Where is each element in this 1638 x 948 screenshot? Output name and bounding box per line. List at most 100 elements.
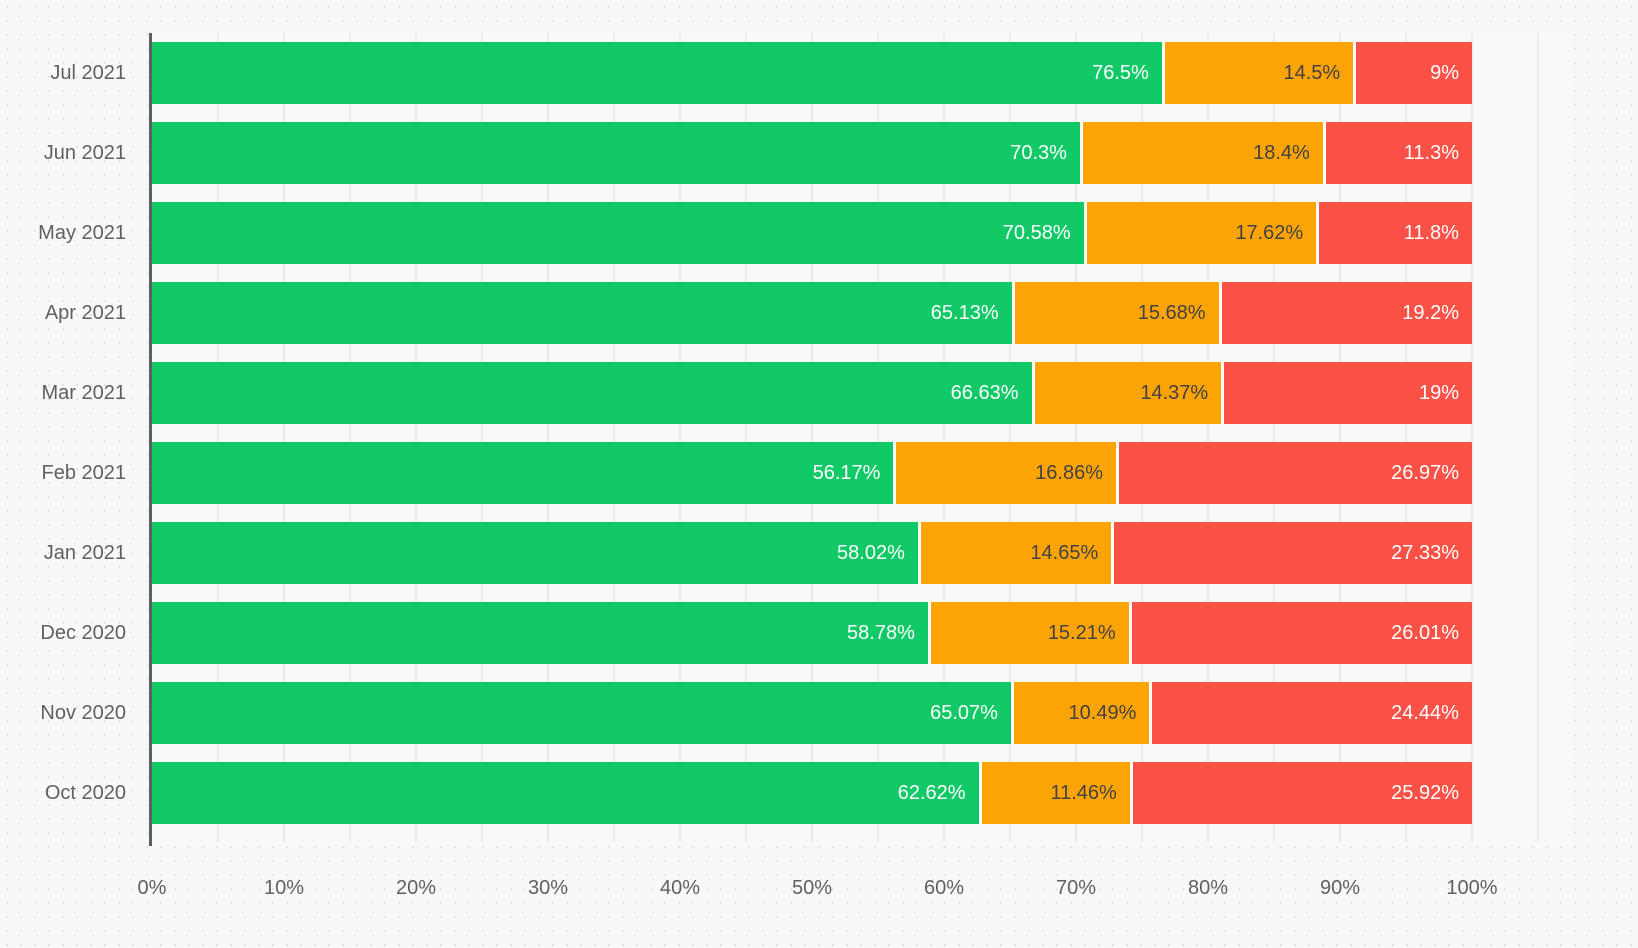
- x-axis-tick-label: 40%: [659, 877, 701, 899]
- green-segment[interactable]: 65.13%: [152, 282, 1012, 344]
- segment-value-label: 62.62%: [897, 781, 966, 804]
- segment-value-label: 11.3%: [1403, 141, 1459, 164]
- bar-row: Oct 2020 62.62% 11.46% 25.92%: [0, 762, 1638, 824]
- segment-value-label: 19.2%: [1402, 301, 1459, 324]
- orange-segment[interactable]: 15.21%: [927, 602, 1129, 664]
- gridline: [745, 33, 747, 842]
- stacked-bar: 66.63% 14.37% 19%: [152, 362, 1472, 424]
- x-axis-tick-label: 90%: [1319, 877, 1361, 899]
- segment-value-label: 70.58%: [1002, 221, 1071, 244]
- gridline: [481, 33, 483, 842]
- x-axis-tick-label: 20%: [395, 877, 437, 899]
- green-segment[interactable]: 56.17%: [152, 442, 894, 504]
- orange-segment[interactable]: 18.4%: [1079, 122, 1323, 184]
- gridline: [547, 33, 549, 842]
- x-axis-tick-label: 80%: [1187, 877, 1229, 899]
- red-segment[interactable]: 27.33%: [1111, 522, 1472, 584]
- red-segment[interactable]: 26.01%: [1128, 602, 1472, 664]
- orange-segment[interactable]: 16.86%: [893, 442, 1116, 504]
- green-segment[interactable]: 70.3%: [152, 122, 1080, 184]
- gridline: [1339, 33, 1341, 842]
- segment-value-label: 58.78%: [847, 621, 915, 644]
- segment-value-label: 11.46%: [1050, 781, 1117, 804]
- gridline: [415, 33, 417, 842]
- stacked-bar: 70.3% 18.4% 11.3%: [152, 122, 1472, 184]
- segment-value-label: 26.01%: [1391, 621, 1459, 644]
- segment-value-label: 15.21%: [1047, 621, 1116, 644]
- green-segment[interactable]: 62.62%: [152, 762, 979, 824]
- gridline: [349, 33, 351, 842]
- green-segment[interactable]: 76.5%: [152, 42, 1162, 104]
- stacked-bar: 58.02% 14.65% 27.33%: [152, 522, 1472, 584]
- green-segment[interactable]: 70.58%: [152, 202, 1084, 264]
- gridline: [1141, 33, 1143, 842]
- orange-segment[interactable]: 15.68%: [1011, 282, 1219, 344]
- bar-row: Feb 2021 56.17% 16.86% 26.97%: [0, 442, 1638, 504]
- x-axis-tick-label: 70%: [1055, 877, 1097, 899]
- stacked-bar: 76.5% 14.5% 9%: [152, 42, 1472, 104]
- orange-segment[interactable]: 14.65%: [917, 522, 1112, 584]
- gridline: [679, 33, 681, 842]
- segment-value-label: 66.63%: [950, 381, 1019, 404]
- category-label: Feb 2021: [41, 462, 126, 484]
- segment-value-label: 25.92%: [1391, 781, 1459, 804]
- gridline: [811, 33, 813, 842]
- category-label: Oct 2020: [44, 782, 126, 804]
- segment-value-label: 17.62%: [1235, 221, 1304, 244]
- x-axis-tick-label: 10%: [263, 877, 305, 899]
- gridline: [1405, 33, 1407, 842]
- orange-segment[interactable]: 17.62%: [1083, 202, 1317, 264]
- orange-segment[interactable]: 11.46%: [978, 762, 1130, 824]
- bar-row: Mar 2021 66.63% 14.37% 19%: [0, 362, 1638, 424]
- category-label: Nov 2020: [40, 702, 126, 724]
- stacked-bar: 58.78% 15.21% 26.01%: [152, 602, 1472, 664]
- red-segment[interactable]: 25.92%: [1129, 762, 1472, 824]
- segment-value-label: 14.37%: [1140, 381, 1209, 404]
- x-axis-tick-label: 0%: [137, 877, 167, 899]
- gridline: [1207, 33, 1209, 842]
- segment-value-label: 65.07%: [930, 701, 998, 724]
- y-axis-line: [149, 33, 152, 846]
- orange-segment[interactable]: 14.5%: [1161, 42, 1354, 104]
- gridline: [1471, 33, 1473, 842]
- segment-value-label: 19%: [1418, 381, 1459, 404]
- bar-row: Jan 2021 58.02% 14.65% 27.33%: [0, 522, 1638, 584]
- segment-value-label: 9%: [1430, 61, 1459, 84]
- red-segment[interactable]: 9%: [1353, 42, 1472, 104]
- red-segment[interactable]: 24.44%: [1149, 682, 1472, 744]
- gridline: [943, 33, 945, 842]
- segment-value-label: 65.13%: [930, 301, 999, 324]
- gridline: [613, 33, 615, 842]
- gridline: [1075, 33, 1077, 842]
- green-segment[interactable]: 58.02%: [152, 522, 918, 584]
- red-segment[interactable]: 26.97%: [1115, 442, 1472, 504]
- segment-value-label: 18.4%: [1253, 141, 1310, 164]
- green-segment[interactable]: 65.07%: [152, 682, 1011, 744]
- gridline: [1537, 33, 1539, 842]
- red-segment[interactable]: 11.3%: [1322, 122, 1472, 184]
- stacked-bar: 65.13% 15.68% 19.2%: [152, 282, 1472, 344]
- segment-value-label: 76.5%: [1092, 61, 1149, 84]
- green-segment[interactable]: 58.78%: [152, 602, 928, 664]
- segment-value-label: 15.68%: [1137, 301, 1206, 324]
- red-segment[interactable]: 19.2%: [1218, 282, 1472, 344]
- segment-value-label: 56.17%: [812, 461, 881, 484]
- category-label: Apr 2021: [44, 302, 126, 324]
- segment-value-label: 27.33%: [1391, 541, 1459, 564]
- stacked-bar: 56.17% 16.86% 26.97%: [152, 442, 1472, 504]
- segment-value-label: 14.65%: [1030, 541, 1099, 564]
- gridline: [217, 33, 219, 842]
- red-segment[interactable]: 11.8%: [1316, 202, 1472, 264]
- segment-value-label: 58.02%: [837, 541, 905, 564]
- bar-row: Apr 2021 65.13% 15.68% 19.2%: [0, 282, 1638, 344]
- orange-segment[interactable]: 10.49%: [1010, 682, 1150, 744]
- category-label: Mar 2021: [41, 382, 127, 404]
- bar-row: Nov 2020 65.07% 10.49% 24.44%: [0, 682, 1638, 744]
- orange-segment[interactable]: 14.37%: [1031, 362, 1222, 424]
- green-segment[interactable]: 66.63%: [152, 362, 1032, 424]
- gridline: [1009, 33, 1011, 842]
- x-axis-tick-label: 30%: [527, 877, 569, 899]
- category-label: Jun 2021: [43, 142, 126, 164]
- red-segment[interactable]: 19%: [1221, 362, 1472, 424]
- segment-value-label: 24.44%: [1391, 701, 1459, 724]
